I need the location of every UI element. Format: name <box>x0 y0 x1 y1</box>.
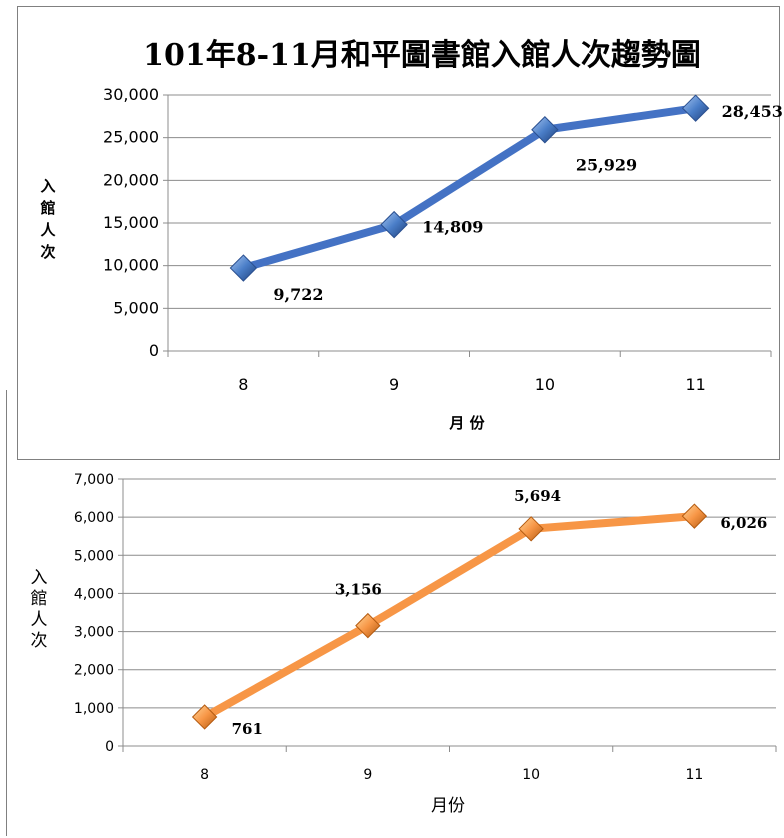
data-label: 25,929 <box>576 156 637 175</box>
data-label: 9,722 <box>273 285 323 304</box>
data-label: 28,453 <box>722 102 783 121</box>
y-tick-label: 6,000 <box>74 510 114 526</box>
x-tick-label: 9 <box>363 767 372 783</box>
data-label: 14,809 <box>422 218 483 237</box>
data-point-marker <box>681 503 708 529</box>
y-tick-label: 25,000 <box>103 128 159 147</box>
x-axis-title: 月 份 <box>448 414 485 432</box>
y-axis-title: 入 <box>40 177 55 195</box>
y-tick-label: 0 <box>105 739 114 755</box>
x-tick-label: 11 <box>685 767 703 783</box>
x-tick-label: 9 <box>389 375 399 394</box>
y-tick-label: 15,000 <box>103 213 159 232</box>
data-point-marker <box>355 612 381 639</box>
data-label: 5,694 <box>514 487 561 505</box>
y-tick-label: 30,000 <box>103 85 159 104</box>
y-axis-title: 人 <box>40 221 56 239</box>
series-line <box>239 104 700 273</box>
y-axis-title: 人 <box>31 610 48 630</box>
chart-bottom: 0 1,000 2,000 3,000 4,000 5,000 6,000 7,000 8 9 1… <box>31 472 777 816</box>
x-tick-label: 10 <box>522 767 540 783</box>
data-point-marker <box>191 704 218 730</box>
y-axis-title: 館 <box>31 589 48 609</box>
y-axis-title: 入 <box>31 568 48 588</box>
data-point-marker <box>380 210 408 239</box>
x-tick-label: 11 <box>685 375 705 394</box>
y-axis-title: 館 <box>39 199 55 217</box>
data-label: 3,156 <box>335 581 382 599</box>
y-tick-label: 5,000 <box>113 298 159 317</box>
data-point-marker <box>229 254 258 282</box>
x-tick-label: 10 <box>535 375 555 394</box>
y-tick-label: 10,000 <box>103 256 159 275</box>
y-tick-label: 3,000 <box>74 625 114 641</box>
y-axis-title: 次 <box>40 243 55 261</box>
series-line <box>200 512 699 721</box>
data-point-marker <box>518 516 544 542</box>
chart-bottom-panel: 0 1,000 2,000 3,000 4,000 5,000 6,000 7,000 8 9 1… <box>6 390 782 836</box>
y-tick-label: 1,000 <box>74 701 114 717</box>
data-point-marker <box>531 116 559 144</box>
y-axis-title: 次 <box>31 631 48 651</box>
x-axis-title: 月份 <box>431 796 465 816</box>
data-label: 6,026 <box>720 514 767 532</box>
x-tick-label: 8 <box>200 767 209 783</box>
data-point-marker <box>681 94 710 122</box>
y-tick-label: 20,000 <box>103 170 159 189</box>
y-tick-label: 4,000 <box>74 586 114 602</box>
chart-title: 101年8-11月和平圖書館入館人次趨勢圖 <box>143 38 701 73</box>
y-tick-label: 0 <box>149 341 159 360</box>
chart-top: 101年8-11月和平圖書館入館人次趨勢圖 0 5,000 10,000 15,000… <box>39 38 783 432</box>
y-tick-label: 2,000 <box>74 663 114 679</box>
y-tick-label: 5,000 <box>74 548 114 564</box>
x-tick-label: 8 <box>238 375 248 394</box>
data-label: 761 <box>232 720 263 738</box>
y-tick-label: 7,000 <box>74 472 114 488</box>
chart-top-panel: 101年8-11月和平圖書館入館人次趨勢圖 0 5,000 10,000 15,000… <box>17 6 783 460</box>
